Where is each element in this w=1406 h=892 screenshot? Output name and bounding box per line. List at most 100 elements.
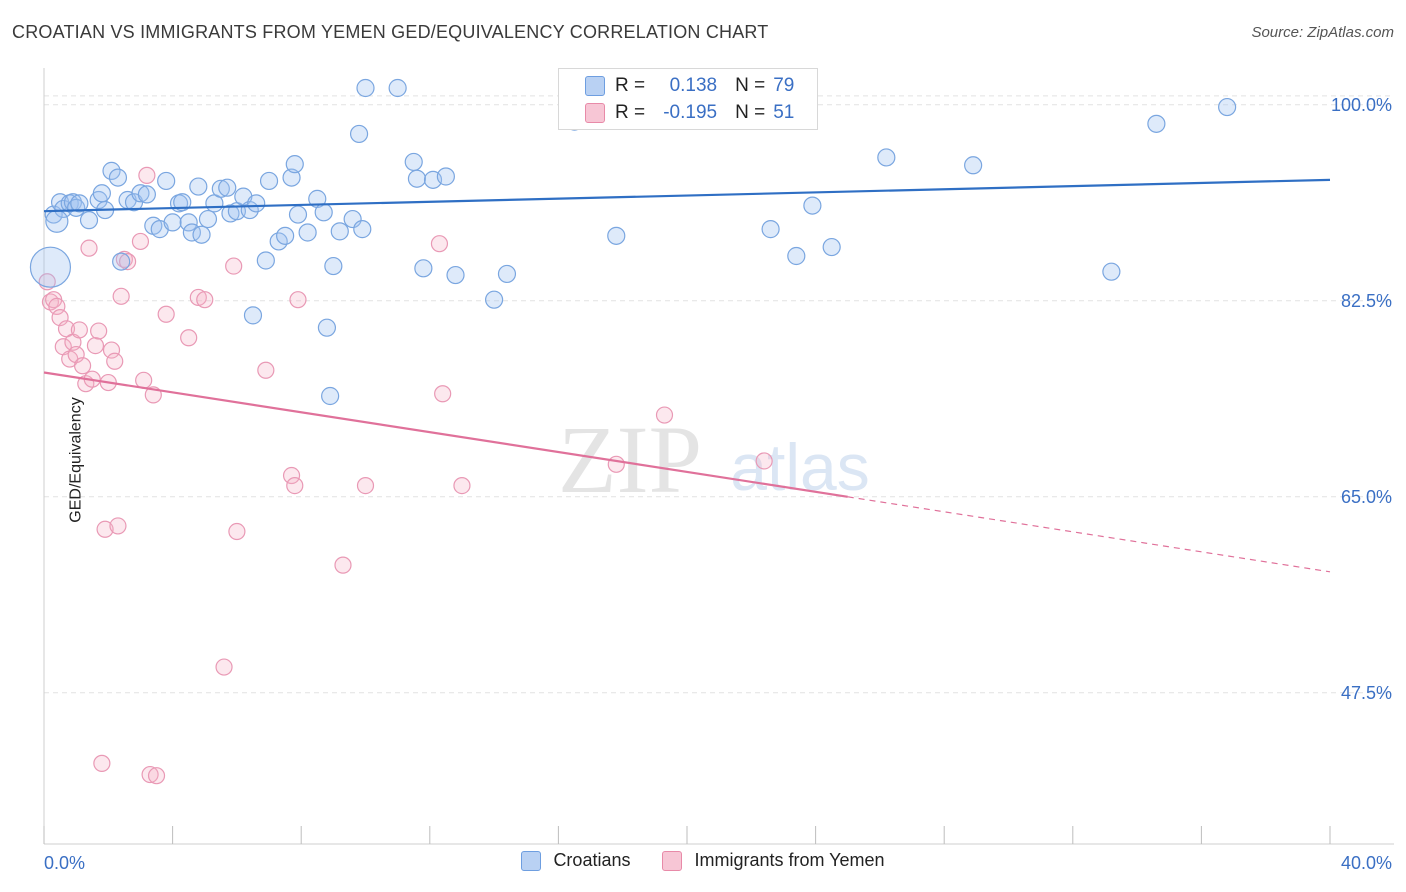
trend-lines: [43, 178, 1331, 573]
point-yemen: [189, 288, 207, 307]
y-tick-label: 82.5%: [1341, 291, 1392, 311]
point-croatians: [276, 226, 295, 245]
point-croatians: [964, 156, 983, 175]
tick-labels: 47.5% 65.0% 82.5% 100.0% 0.0% 40.0%: [44, 95, 1392, 873]
point-croatians: [446, 265, 465, 285]
point-croatians: [247, 194, 266, 213]
source-credit: Source: ZipAtlas.com: [1251, 24, 1394, 41]
series-croatians-points: [29, 78, 1237, 406]
point-yemen: [257, 361, 275, 379]
point-yemen: [118, 253, 137, 271]
legend-item-yemen: Immigrants from Yemen: [662, 850, 885, 871]
point-yemen: [334, 556, 352, 574]
point-croatians: [157, 171, 176, 191]
point-croatians: [192, 225, 211, 244]
point-croatians: [137, 185, 156, 204]
legend-r-value: -0.195: [663, 102, 718, 123]
point-croatians: [179, 213, 198, 232]
point-croatians: [414, 259, 433, 278]
point-croatians: [436, 167, 455, 186]
point-croatians: [163, 213, 182, 232]
point-croatians: [243, 306, 263, 325]
point-yemen: [147, 767, 166, 785]
point-croatians: [314, 203, 333, 222]
point-croatians: [1218, 97, 1237, 117]
point-croatians: [218, 178, 237, 197]
point-croatians: [259, 171, 279, 191]
legend-swatch-blue: [521, 850, 542, 871]
point-croatians: [211, 179, 230, 198]
point-yemen: [196, 291, 214, 309]
point-croatians: [29, 246, 72, 288]
point-yemen: [434, 385, 452, 403]
point-yemen: [225, 257, 243, 275]
y-axis-label: GED/Equivalency: [67, 397, 85, 523]
point-yemen: [73, 357, 92, 375]
point-croatians: [388, 78, 407, 98]
legend-n-value: 51: [773, 102, 795, 123]
point-yemen: [109, 517, 127, 535]
point-croatians: [761, 220, 780, 239]
point-yemen: [286, 477, 304, 495]
series-legend: Croatians Immigrants from Yemen: [0, 850, 1406, 871]
trendline-yemen: [43, 371, 848, 498]
point-yemen: [86, 337, 105, 355]
point-croatians: [198, 209, 218, 229]
point-croatians: [877, 148, 896, 167]
point-croatians: [108, 168, 128, 187]
point-croatians: [298, 223, 317, 242]
point-yemen: [180, 329, 198, 347]
point-croatians: [330, 222, 349, 241]
legend-label-croatians: Croatians: [553, 850, 631, 870]
point-yemen: [755, 452, 773, 470]
point-yemen: [96, 520, 114, 538]
legend-r-label: R =: [615, 102, 646, 123]
point-croatians: [497, 264, 517, 284]
legend-swatch-pink: [662, 850, 683, 871]
point-yemen: [228, 522, 246, 541]
legend-item-croatians: Croatians: [521, 850, 630, 871]
point-croatians: [256, 251, 275, 270]
point-yemen: [48, 297, 66, 315]
point-yemen: [289, 291, 307, 309]
axes: [43, 68, 1394, 845]
point-croatians: [404, 152, 423, 172]
point-croatians: [79, 211, 99, 230]
point-croatians: [285, 155, 304, 174]
point-croatians: [1102, 262, 1121, 281]
point-croatians: [321, 386, 340, 406]
point-croatians: [112, 252, 131, 271]
point-yemen: [430, 235, 449, 253]
point-yemen: [655, 406, 674, 424]
point-yemen: [356, 477, 375, 495]
point-yemen: [607, 455, 625, 473]
legend-swatch-blue: [585, 76, 605, 96]
y-tick-label: 47.5%: [1341, 683, 1392, 703]
watermark-zip: ZIP: [558, 406, 702, 513]
point-yemen: [138, 166, 156, 184]
trendline-yemen-extension: [847, 496, 1331, 573]
point-croatians: [349, 124, 369, 144]
legend-label-yemen: Immigrants from Yemen: [694, 850, 885, 870]
point-croatians: [92, 184, 111, 203]
point-croatians: [803, 196, 822, 215]
legend-n-label: N =: [735, 75, 766, 96]
point-yemen: [93, 754, 111, 772]
y-tick-label: 65.0%: [1341, 487, 1392, 507]
legend-n-label: N =: [735, 102, 766, 123]
point-yemen: [90, 322, 108, 340]
legend-swatch-pink: [585, 103, 605, 123]
legend-r-value: 0.138: [669, 75, 718, 96]
point-croatians: [173, 193, 192, 212]
trendline-croatians: [43, 178, 1331, 213]
point-croatians: [356, 78, 375, 98]
legend-n-value: 79: [773, 75, 795, 96]
point-croatians: [353, 220, 372, 239]
point-croatians: [131, 184, 150, 203]
point-croatians: [282, 168, 301, 187]
watermark-atlas: atlas: [730, 430, 869, 504]
point-yemen: [106, 352, 124, 370]
point-croatians: [102, 161, 121, 180]
chart-title: CROATIAN VS IMMIGRANTS FROM YEMEN GED/EQ…: [12, 22, 769, 42]
point-croatians: [1147, 114, 1166, 133]
